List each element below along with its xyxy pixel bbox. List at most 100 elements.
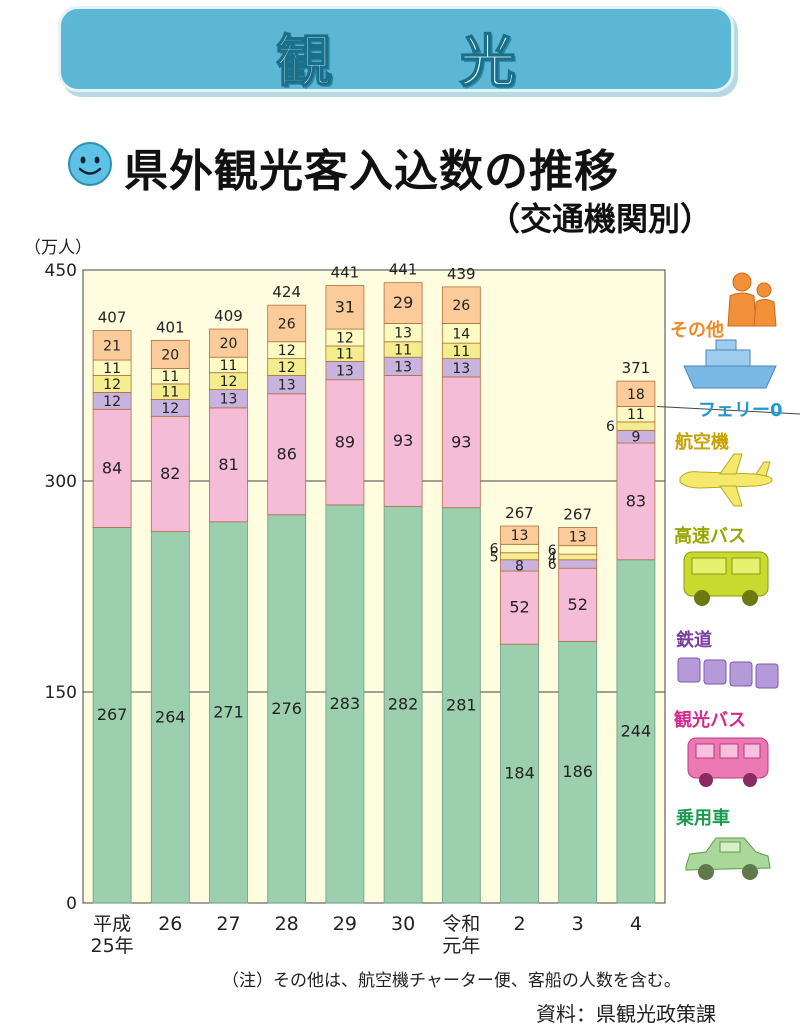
data-label: 283 [330, 694, 361, 713]
bar-segment [558, 640, 598, 904]
airplane-icon [679, 453, 773, 507]
bar-segment [500, 525, 539, 545]
total-label: 441 [389, 261, 418, 279]
data-label: 12 [103, 394, 121, 410]
total-label: 441 [331, 263, 360, 281]
data-label: 12 [161, 401, 179, 417]
data-label: 11 [103, 361, 121, 377]
data-label: 267 [97, 705, 128, 724]
x-tick-label: 30 [391, 913, 415, 935]
data-label: 271 [213, 702, 244, 721]
data-label: 11 [627, 407, 645, 423]
data-label: 20 [220, 336, 238, 352]
data-label: 11 [394, 342, 412, 358]
data-label: 244 [621, 721, 652, 740]
data-label: 6 [548, 557, 557, 573]
people-icon [727, 272, 777, 327]
data-label: 14 [452, 326, 470, 342]
x-tick-label: 4 [630, 913, 642, 935]
bar-segment [558, 545, 598, 555]
bar-segment [267, 514, 307, 904]
bar-segment [441, 286, 481, 324]
data-label: 9 [631, 430, 640, 446]
bar-segment [441, 376, 481, 509]
legend-ferry: フェリー0 [698, 400, 783, 421]
data-label: 282 [388, 695, 419, 714]
data-label: 6 [490, 542, 499, 558]
bar-segment [558, 553, 598, 561]
data-label: 276 [271, 699, 302, 718]
data-label: 11 [336, 347, 354, 363]
data-label: 13 [511, 528, 529, 544]
data-label: 5 [490, 549, 499, 565]
bar-segment [209, 328, 248, 358]
data-label: 13 [569, 530, 587, 546]
footnote: （注）その他は、航空機チャーター便、客船の人数を含む。 [222, 971, 681, 991]
legend-highway-bus: 高速バス [674, 526, 746, 547]
data-label: 29 [393, 293, 413, 312]
data-label: 83 [626, 491, 646, 510]
banner-title: 観 光 [276, 29, 570, 96]
y-tick-label: 150 [45, 683, 77, 703]
bar-segment [383, 282, 423, 324]
x-tick-label: 元年 [442, 935, 480, 957]
bar-segment [92, 408, 132, 528]
bar-segment [383, 375, 423, 507]
x-tick-label: 25年 [91, 935, 134, 957]
x-tick-label: 平成 [93, 913, 131, 935]
bar-segment [150, 415, 190, 533]
data-label: 11 [452, 344, 470, 360]
bar-segment [383, 505, 423, 904]
data-label: 13 [394, 326, 412, 342]
chart-subtitle: （交通機関別） [488, 200, 713, 238]
source-note: 資料：県観光政策課 [536, 1002, 716, 1026]
y-tick-label: 0 [66, 894, 77, 914]
section-banner: 観 光 [58, 6, 734, 96]
data-label: 13 [278, 378, 296, 394]
total-label: 424 [272, 283, 301, 301]
total-label: 409 [214, 307, 243, 325]
data-label: 13 [394, 359, 412, 375]
x-tick-label: 26 [158, 913, 182, 935]
tour-bus-icon [687, 737, 769, 787]
data-label: 52 [568, 595, 588, 614]
legend-other: その他 [670, 320, 724, 341]
bar-segment [209, 521, 248, 904]
data-label: 26 [278, 316, 296, 332]
data-label: 184 [504, 764, 535, 783]
smiley-icon [68, 142, 112, 186]
data-label: 13 [452, 361, 470, 377]
x-tick-label: 27 [216, 913, 240, 935]
data-label: 82 [160, 464, 180, 483]
bar-segment [325, 379, 365, 506]
x-tick-label: 29 [333, 913, 357, 935]
train-icon [677, 657, 779, 689]
total-label: 371 [622, 359, 651, 377]
car-icon [685, 837, 771, 880]
legend-air: 航空機 [675, 432, 729, 453]
data-label: 21 [103, 338, 121, 354]
x-tick-label: 2 [513, 913, 525, 935]
bar-segment [267, 304, 307, 343]
data-label: 93 [451, 432, 471, 451]
y-axis-unit: （万人） [24, 238, 92, 258]
bar-segment [616, 380, 656, 407]
data-label: 12 [103, 377, 121, 393]
data-label: 6 [548, 543, 557, 559]
data-label: 11 [220, 358, 238, 374]
data-label: 11 [161, 369, 179, 385]
bar-segment [500, 543, 539, 554]
data-label: 13 [336, 364, 354, 380]
highway-bus-icon [683, 551, 769, 606]
data-label: 20 [161, 347, 179, 363]
data-label: 186 [562, 762, 593, 781]
data-label: 4 [548, 550, 557, 566]
bar-segment [558, 559, 598, 569]
ferry-leader-line [656, 405, 800, 415]
total-label: 439 [447, 265, 476, 283]
bar-segment [150, 339, 190, 369]
data-label: 81 [218, 455, 238, 474]
total-label: 267 [505, 504, 534, 522]
data-label: 89 [335, 432, 355, 451]
